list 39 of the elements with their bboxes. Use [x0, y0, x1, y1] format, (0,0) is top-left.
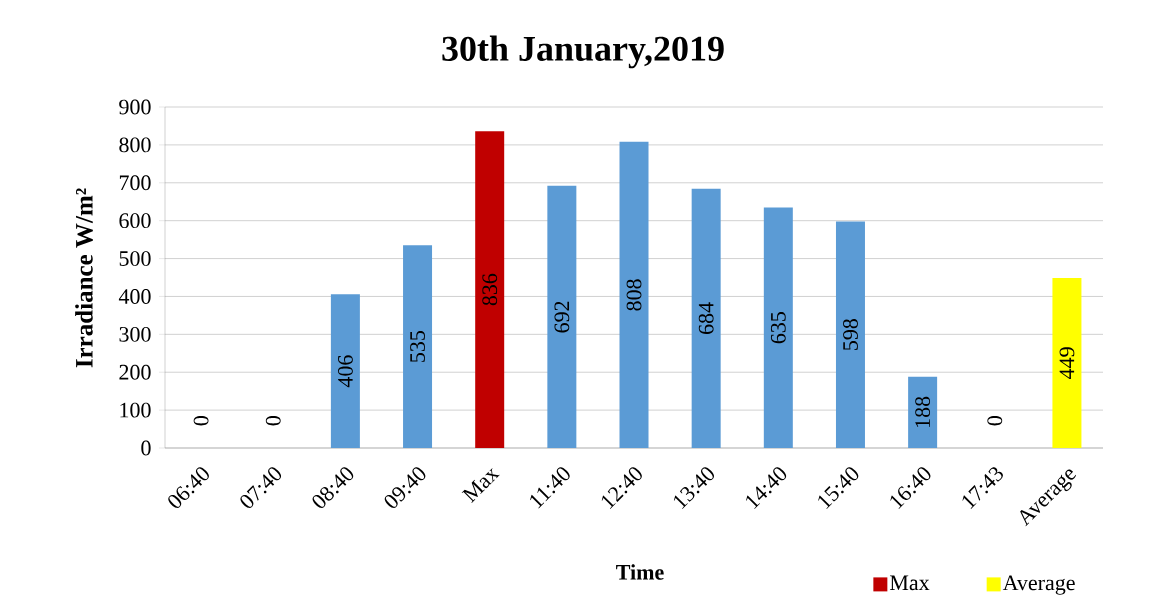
y-tick-label: 100	[120, 402, 151, 418]
y-axis-title: Irradiance W/m²	[75, 188, 93, 368]
bar	[835, 221, 865, 448]
data-label: 0	[193, 416, 209, 426]
bar	[403, 245, 433, 448]
bar	[691, 188, 721, 448]
bar	[619, 141, 649, 448]
data-label: 0	[265, 416, 281, 426]
data-label: 449	[1059, 347, 1075, 379]
legend-label: Average	[1002, 575, 1075, 595]
chart-title: 30th January,2019	[442, 35, 724, 69]
data-label: 406	[337, 355, 353, 388]
data-label: 684	[698, 302, 714, 334]
y-tick-label: 800	[119, 137, 151, 153]
data-label: 598	[843, 319, 858, 350]
data-label: 188	[915, 396, 931, 427]
y-tick-label: 500	[119, 251, 151, 266]
y-tick-label: 300	[119, 326, 151, 342]
x-tick-label: Max	[461, 468, 500, 503]
data-label: 836	[482, 273, 498, 306]
bar	[1052, 277, 1082, 448]
data-label: 635	[770, 312, 786, 344]
bar	[475, 131, 505, 448]
data-label: 808	[626, 279, 642, 311]
y-tick-label: 200	[119, 364, 151, 380]
y-tick-label: 600	[119, 213, 151, 229]
bar	[330, 294, 360, 448]
y-tick-label: 400	[118, 289, 151, 304]
data-label: 0	[987, 416, 1003, 426]
bar	[547, 185, 577, 448]
y-tick-label: 0	[141, 440, 151, 456]
data-label: 535	[410, 331, 425, 362]
y-tick-label: 900	[119, 99, 151, 115]
x-axis-title: Time	[616, 564, 664, 580]
y-tick-label: 700	[119, 175, 151, 191]
data-label: 692	[554, 301, 570, 333]
legend-label: Max	[889, 575, 930, 591]
bar	[763, 207, 793, 448]
bar	[908, 376, 938, 448]
